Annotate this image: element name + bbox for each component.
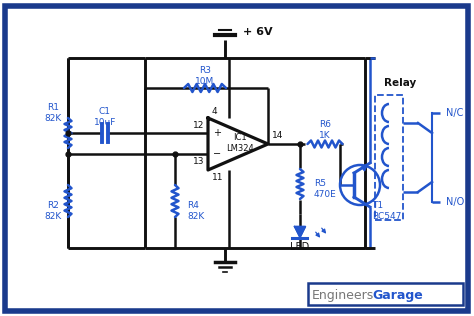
Text: −: − xyxy=(213,149,221,159)
Bar xyxy=(308,283,463,305)
Text: 4: 4 xyxy=(212,106,218,116)
Bar xyxy=(375,95,403,220)
Text: + 6V: + 6V xyxy=(243,27,273,37)
Text: R1
82K: R1 82K xyxy=(45,103,62,123)
Text: R6
1K: R6 1K xyxy=(319,120,331,140)
Text: 11: 11 xyxy=(212,173,224,181)
Text: Engineers: Engineers xyxy=(312,289,374,301)
Text: +: + xyxy=(213,128,221,138)
Text: R2
82K: R2 82K xyxy=(45,201,62,221)
Text: 12: 12 xyxy=(192,120,204,130)
Text: Garage: Garage xyxy=(372,289,423,301)
Text: LED: LED xyxy=(291,242,310,252)
Text: R5
470E: R5 470E xyxy=(314,179,337,199)
Polygon shape xyxy=(294,227,306,238)
Text: 14: 14 xyxy=(272,131,283,141)
Text: N/O: N/O xyxy=(446,197,464,207)
Text: IC1
LM324: IC1 LM324 xyxy=(226,133,254,153)
Text: R3
10M: R3 10M xyxy=(195,66,215,86)
Text: Relay: Relay xyxy=(384,78,416,88)
Text: 13: 13 xyxy=(192,157,204,167)
Text: T1
BC547: T1 BC547 xyxy=(372,201,401,221)
Text: R4
82K: R4 82K xyxy=(187,201,204,221)
Text: C1
10uF: C1 10uF xyxy=(94,107,116,127)
Text: N/C: N/C xyxy=(446,108,464,118)
